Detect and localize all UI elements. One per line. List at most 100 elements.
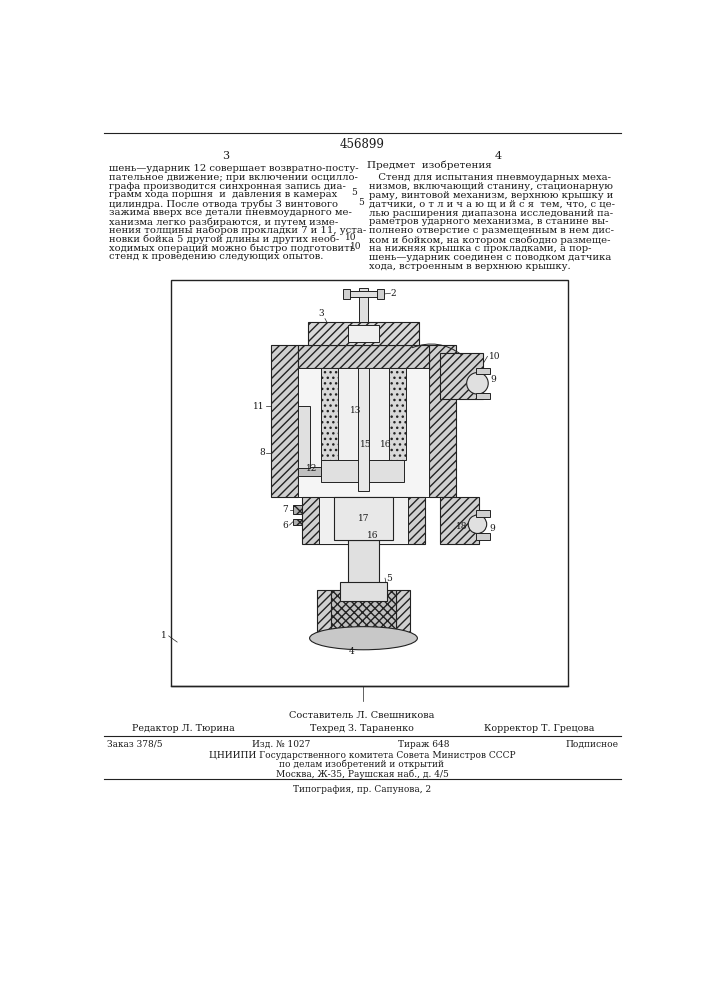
Text: Заказ 378/5: Заказ 378/5 <box>107 740 163 749</box>
Text: ком и бойком, на котором свободно размеще-: ком и бойком, на котором свободно размещ… <box>369 235 610 245</box>
Bar <box>476 533 490 540</box>
Bar <box>331 590 396 632</box>
Text: графа производится синхронная запись диа-: графа производится синхронная запись диа… <box>110 182 346 191</box>
Text: 5: 5 <box>387 574 392 583</box>
Text: 18: 18 <box>456 522 468 531</box>
Bar <box>319 497 408 544</box>
Text: грамм хода поршня  и  давления в камерах: грамм хода поршня и давления в камерах <box>110 190 338 199</box>
Bar <box>359 288 368 322</box>
Text: 4: 4 <box>495 151 502 161</box>
Text: нения толщины наборов прокладки 7 и 11, уста-: нения толщины наборов прокладки 7 и 11, … <box>110 226 367 235</box>
Bar <box>346 291 380 297</box>
Text: 16: 16 <box>368 531 379 540</box>
Text: Москва, Ж-35, Раушская наб., д. 4/5: Москва, Ж-35, Раушская наб., д. 4/5 <box>276 769 448 779</box>
Text: датчики, о т л и ч а ю щ и й с я  тем, что, с це-: датчики, о т л и ч а ю щ и й с я тем, чт… <box>369 200 615 209</box>
Text: на нижняя крышка с прокладками, а пор-: на нижняя крышка с прокладками, а пор- <box>369 244 591 253</box>
Text: Редактор Л. Тюрина: Редактор Л. Тюрина <box>132 724 235 733</box>
Text: шень—ударник 12 совершает возвратно-посту-: шень—ударник 12 совершает возвратно-пост… <box>110 164 359 173</box>
Text: хода, встроенным в верхнюю крышку.: хода, встроенным в верхнюю крышку. <box>369 262 571 271</box>
Bar <box>298 345 429 368</box>
Text: ханизма легко разбираются, и путем изме-: ханизма легко разбираются, и путем изме- <box>110 217 339 227</box>
Bar <box>396 590 409 636</box>
Text: Корректор Т. Грецова: Корректор Т. Грецова <box>484 724 595 733</box>
Text: 4: 4 <box>349 647 355 656</box>
Text: 3: 3 <box>222 151 229 161</box>
Text: 3: 3 <box>318 309 324 318</box>
Text: 10: 10 <box>489 352 501 361</box>
Text: 7: 7 <box>282 505 288 514</box>
Bar <box>271 345 298 497</box>
Text: пательное движение; при включении осцилло-: пательное движение; при включении осцилл… <box>110 173 358 182</box>
Bar <box>344 289 350 299</box>
Text: 8: 8 <box>259 448 265 457</box>
Text: полнено отверстие с размещенным в нем дис-: полнено отверстие с размещенным в нем ди… <box>369 226 614 235</box>
Circle shape <box>467 373 489 394</box>
Text: Подписное: Подписное <box>566 740 619 749</box>
Text: 17: 17 <box>358 514 369 523</box>
Bar <box>389 368 406 460</box>
Text: зажима вверх все детали пневмоударного ме-: зажима вверх все детали пневмоударного м… <box>110 208 352 217</box>
Ellipse shape <box>310 627 417 650</box>
Text: Техред З. Тараненко: Техред З. Тараненко <box>310 724 414 733</box>
Text: Предмет  изобретения: Предмет изобретения <box>366 161 491 170</box>
Text: 6: 6 <box>282 521 288 530</box>
Text: 5: 5 <box>358 198 364 207</box>
Text: новки бойка 5 другой длины и других необ-: новки бойка 5 другой длины и других необ… <box>110 235 339 244</box>
Bar <box>348 325 379 342</box>
Text: 12: 12 <box>306 464 317 473</box>
Bar <box>317 590 331 636</box>
Text: Тираж 648: Тираж 648 <box>398 740 450 749</box>
Text: Изд. № 1027: Изд. № 1027 <box>252 740 310 749</box>
Bar <box>440 353 483 399</box>
Text: 15: 15 <box>360 440 371 449</box>
Text: 1: 1 <box>161 631 167 640</box>
Text: раму, винтовой механизм, верхнюю крышку и: раму, винтовой механизм, верхнюю крышку … <box>369 191 613 200</box>
Text: стенд к проведению следующих опытов.: стенд к проведению следующих опытов. <box>110 252 324 261</box>
Bar <box>171 280 568 686</box>
Bar <box>378 289 383 299</box>
Text: раметров ударного механизма, в станине вы-: раметров ударного механизма, в станине в… <box>369 217 609 226</box>
Bar <box>293 519 302 525</box>
Text: низмов, включающий станину, стационарную: низмов, включающий станину, стационарную <box>369 182 613 191</box>
Bar <box>348 540 379 601</box>
Bar <box>308 322 419 345</box>
Text: 9: 9 <box>491 375 496 384</box>
Text: 10: 10 <box>345 233 356 242</box>
Text: шень—ударник соединен с поводком датчика: шень—ударник соединен с поводком датчика <box>369 253 612 262</box>
Text: 13: 13 <box>350 406 361 415</box>
Text: ходимых операций можно быстро подготовить: ходимых операций можно быстро подготовит… <box>110 244 356 253</box>
Bar <box>429 345 456 497</box>
Bar <box>476 393 490 399</box>
Text: 14: 14 <box>321 331 333 340</box>
Text: лью расширения диапазона исследований па-: лью расширения диапазона исследований па… <box>369 209 613 218</box>
Bar <box>358 368 369 491</box>
Bar <box>476 510 490 517</box>
Bar <box>321 460 404 482</box>
Circle shape <box>468 515 486 533</box>
Text: 16: 16 <box>380 440 392 449</box>
Text: ЦНИИПИ Государственного комитета Совета Министров СССР: ЦНИИПИ Государственного комитета Совета … <box>209 751 515 760</box>
Bar <box>317 632 409 638</box>
Bar <box>338 368 389 460</box>
Text: по делам изобретений и открытий: по делам изобретений и открытий <box>279 760 445 769</box>
Bar <box>298 406 310 468</box>
Text: 11: 11 <box>253 402 265 411</box>
Bar <box>302 497 425 544</box>
Bar <box>476 368 490 374</box>
Bar <box>440 497 479 544</box>
Text: 456899: 456899 <box>339 138 385 151</box>
Text: цилиндра. После отвода трубы 3 винтового: цилиндра. После отвода трубы 3 винтового <box>110 199 339 209</box>
Bar <box>293 505 302 514</box>
Text: Типография, пр. Сапунова, 2: Типография, пр. Сапунова, 2 <box>293 785 431 794</box>
Text: Стенд для испытания пневмоударных меха-: Стенд для испытания пневмоударных меха- <box>369 173 611 182</box>
Text: 2: 2 <box>390 289 396 298</box>
Bar <box>298 466 321 476</box>
Text: 9: 9 <box>489 524 495 533</box>
Bar <box>321 368 338 460</box>
Bar <box>340 582 387 601</box>
Text: Составитель Л. Свешникова: Составитель Л. Свешникова <box>289 711 435 720</box>
Bar <box>298 368 429 497</box>
Text: 5: 5 <box>351 188 356 197</box>
Text: 10: 10 <box>350 242 361 251</box>
Bar <box>334 497 393 540</box>
